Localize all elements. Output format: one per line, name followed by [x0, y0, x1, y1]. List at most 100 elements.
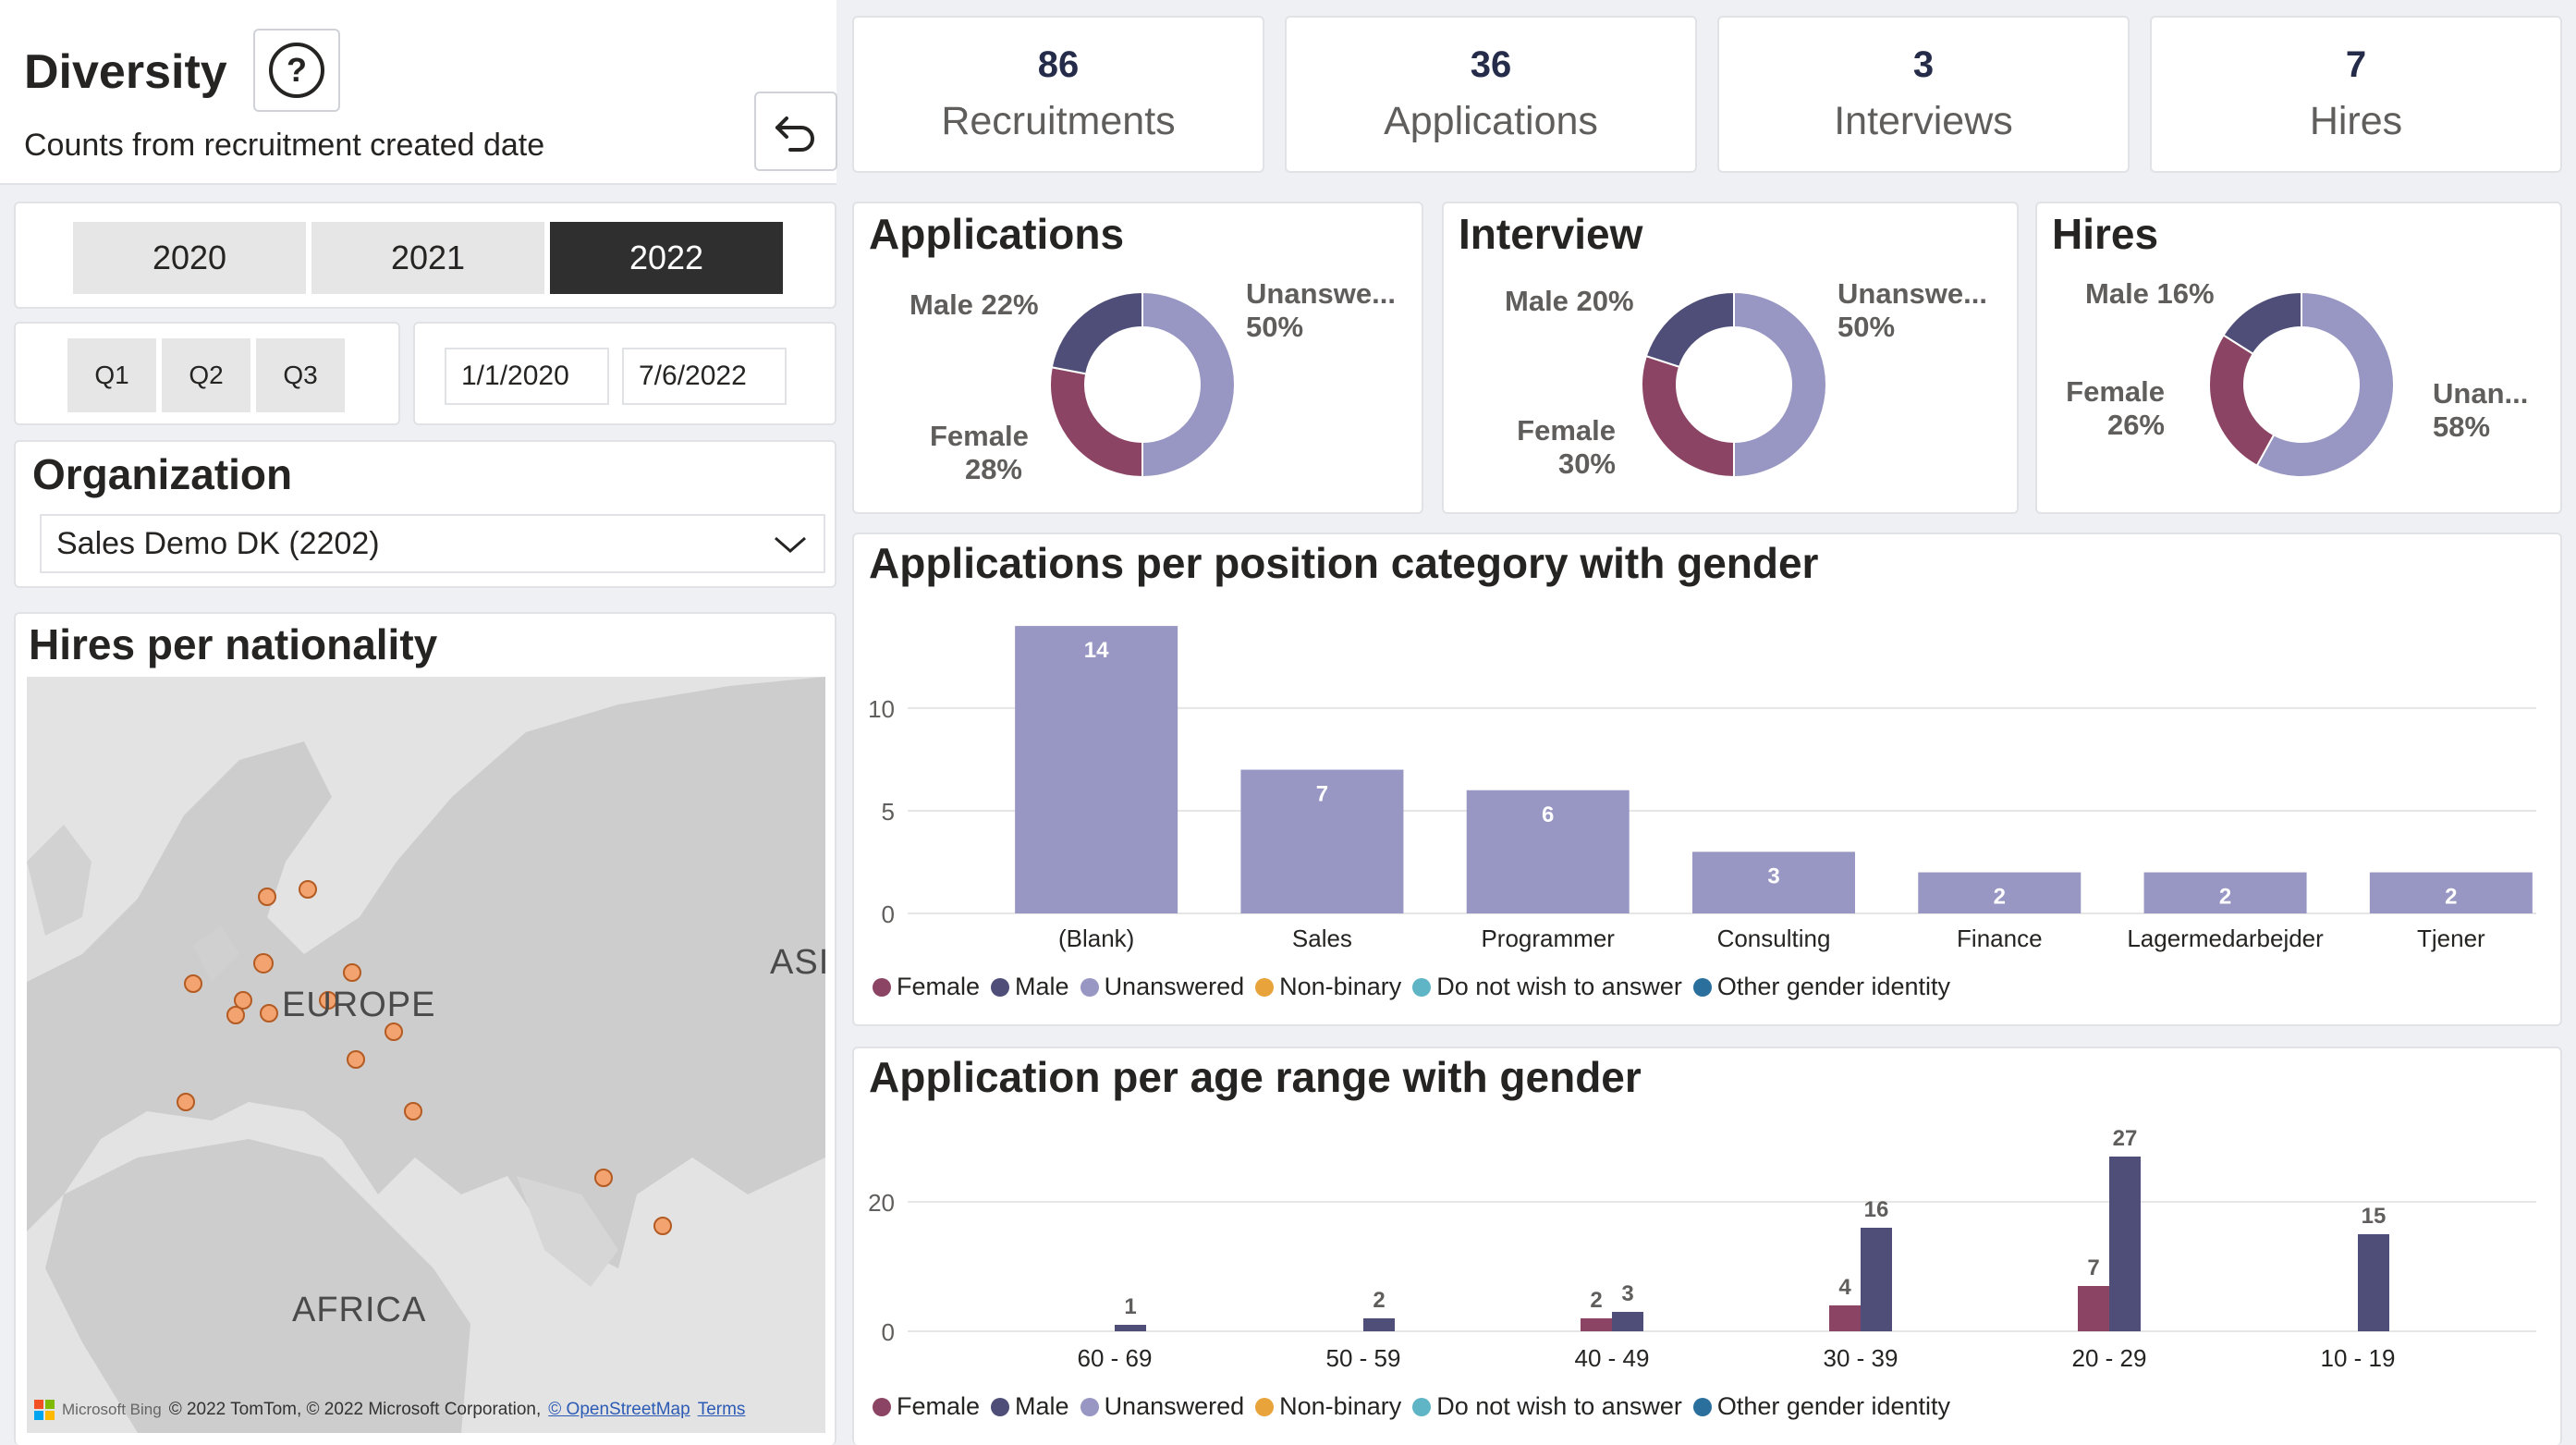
reset-filters-button[interactable]: [754, 92, 837, 171]
legend-item-nonbinary[interactable]: Non-binary: [1255, 1392, 1401, 1421]
donut-slice-unanswered[interactable]: [1141, 290, 1236, 479]
donut-label-male: Male 16%: [2085, 277, 2215, 310]
nationality-map[interactable]: EUROPE AFRICA ASI Microsoft Bing © 2022 …: [27, 677, 825, 1433]
legend-item-male[interactable]: Male: [991, 973, 1069, 1001]
organization-dropdown[interactable]: Sales Demo DK (2202): [40, 514, 825, 573]
y-tick-label: 0: [882, 1318, 895, 1346]
donut-label-unanswered-name: Unanswe...: [1837, 277, 1987, 310]
donut-label-female: Female 26%: [2063, 375, 2165, 441]
legend-item-unanswered[interactable]: Unanswered: [1080, 973, 1244, 1001]
x-category-label: 30 - 39: [1824, 1344, 1898, 1372]
organization-title: Organization: [32, 450, 293, 498]
bar-female[interactable]: [1829, 1305, 1861, 1331]
bar-male[interactable]: [1363, 1318, 1395, 1331]
bar[interactable]: [1466, 790, 1630, 913]
svg-text:?: ?: [287, 51, 307, 89]
applications-donut-chart[interactable]: [854, 203, 1425, 516]
legend-item-other[interactable]: Other gender identity: [1692, 973, 1950, 1001]
organization-selected-value: Sales Demo DK (2202): [56, 525, 380, 561]
x-category-label: (Blank): [1058, 925, 1134, 952]
legend-label: Male: [1015, 973, 1069, 1000]
bar[interactable]: [1240, 769, 1404, 913]
end-date-input[interactable]: 7/6/2022: [622, 348, 787, 405]
terms-link[interactable]: Terms: [697, 1400, 746, 1419]
quarter-button-q2[interactable]: Q2: [162, 338, 250, 412]
map-copyright: © 2022 TomTom, © 2022 Microsoft Corporat…: [168, 1400, 542, 1419]
help-button[interactable]: ?: [253, 29, 340, 112]
map-label-asia: ASI: [770, 943, 825, 982]
chart-legend: Female Male Unanswered Non-binary Do not…: [873, 1392, 1956, 1421]
bar-male[interactable]: [2109, 1157, 2141, 1331]
bar-male[interactable]: [1612, 1312, 1643, 1331]
interview-donut-chart[interactable]: [1444, 203, 2021, 516]
bar-value-label: 2: [1373, 1288, 1385, 1313]
bar-value-label: 2: [2219, 885, 2231, 910]
hires-donut-chart[interactable]: [2037, 203, 2564, 516]
chart-title: Application per age range with gender: [869, 1053, 1642, 1101]
bar-value-label: 4: [1838, 1275, 1851, 1300]
legend-item-male[interactable]: Male: [991, 1392, 1069, 1421]
bar-value-label: 15: [2362, 1204, 2387, 1229]
donut-slice-male[interactable]: [1644, 290, 1735, 369]
donut-slice-unanswered[interactable]: [2255, 290, 2395, 478]
year-button-2022[interactable]: 2022: [550, 222, 783, 294]
bar[interactable]: [1918, 872, 2082, 913]
year-button-2021[interactable]: 2021: [311, 222, 544, 294]
legend-item-unanswered[interactable]: Unanswered: [1080, 1392, 1244, 1421]
donut-slice-female[interactable]: [2208, 334, 2276, 467]
donut-label-unanswered-pct: 58%: [2433, 410, 2491, 443]
legend-label: Male: [1015, 1392, 1069, 1420]
interview-donut-card: Interview Male 20% Female 30% Unanswe...…: [1442, 202, 2019, 514]
legend-item-donotwish[interactable]: Do not wish to answer: [1412, 1392, 1682, 1421]
donut-label-female-pct: 30%: [1557, 447, 1616, 480]
x-category-label: 20 - 29: [2072, 1344, 2147, 1372]
legend-item-donotwish[interactable]: Do not wish to answer: [1412, 973, 1682, 1001]
bar-value-label: 7: [1316, 782, 1328, 807]
x-category-label: 40 - 49: [1575, 1344, 1650, 1372]
kpi-label: Applications: [1384, 99, 1598, 143]
donut-slice-female[interactable]: [1049, 366, 1143, 479]
legend-label: Non-binary: [1279, 1392, 1402, 1420]
bar[interactable]: [1015, 626, 1178, 913]
donut-slice-male[interactable]: [2222, 290, 2302, 356]
quarter-button-q3[interactable]: Q3: [256, 338, 345, 412]
donut-title: Interview: [1459, 210, 1643, 258]
chart-legend: Female Male Unanswered Non-binary Do not…: [873, 973, 1956, 1001]
bar-value-label: 3: [1621, 1281, 1633, 1306]
donut-title: Hires: [2052, 210, 2159, 258]
donut-label-unanswered: Unanswe... 50%: [1837, 277, 1987, 343]
legend-item-nonbinary[interactable]: Non-binary: [1255, 973, 1401, 1001]
start-date-input[interactable]: 1/1/2020: [445, 348, 609, 405]
bar-female[interactable]: [1581, 1318, 1612, 1331]
map-label-europe: EUROPE: [282, 986, 436, 1024]
donut-label-unanswered-name: Unan...: [2433, 377, 2529, 410]
bar-male[interactable]: [1861, 1228, 1892, 1331]
bing-brand: Microsoft Bing: [62, 1401, 162, 1418]
microsoft-logo-icon: [34, 1400, 55, 1420]
bar-male[interactable]: [1115, 1325, 1146, 1331]
bar-female[interactable]: [2078, 1286, 2109, 1331]
position-category-bar-chart[interactable]: 0 5 10 14 (Blank) 7 Sales 6 Programmer 3 Consultin…: [854, 534, 2564, 960]
bar[interactable]: [2143, 872, 2307, 913]
legend-item-female[interactable]: Female: [873, 973, 980, 1001]
donut-label-female-name: Female: [930, 420, 1029, 452]
bar-male[interactable]: [2358, 1234, 2389, 1331]
donut-slice-male[interactable]: [1050, 290, 1143, 375]
bar[interactable]: [2369, 872, 2533, 913]
quarter-button-q1[interactable]: Q1: [67, 338, 156, 412]
bar-value-label: 14: [1084, 638, 1109, 663]
donut-slice-female[interactable]: [1641, 354, 1735, 479]
bar-value-label: 2: [1590, 1288, 1602, 1313]
legend-item-other[interactable]: Other gender identity: [1692, 1392, 1950, 1421]
donut-label-male: Male 20%: [1505, 285, 1634, 317]
x-category-label: Lagermedarbejder: [2127, 925, 2324, 952]
year-button-2020[interactable]: 2020: [73, 222, 306, 294]
donut-label-female: Female 30%: [1514, 414, 1616, 480]
legend-item-female[interactable]: Female: [873, 1392, 980, 1421]
donut-slice-unanswered[interactable]: [1733, 290, 1827, 479]
kpi-value: 86: [1037, 44, 1080, 85]
bar[interactable]: [1692, 851, 1855, 913]
kpi-recruitments: 86 Recruitments: [852, 16, 1264, 173]
openstreetmap-link[interactable]: © OpenStreetMap: [548, 1400, 690, 1419]
